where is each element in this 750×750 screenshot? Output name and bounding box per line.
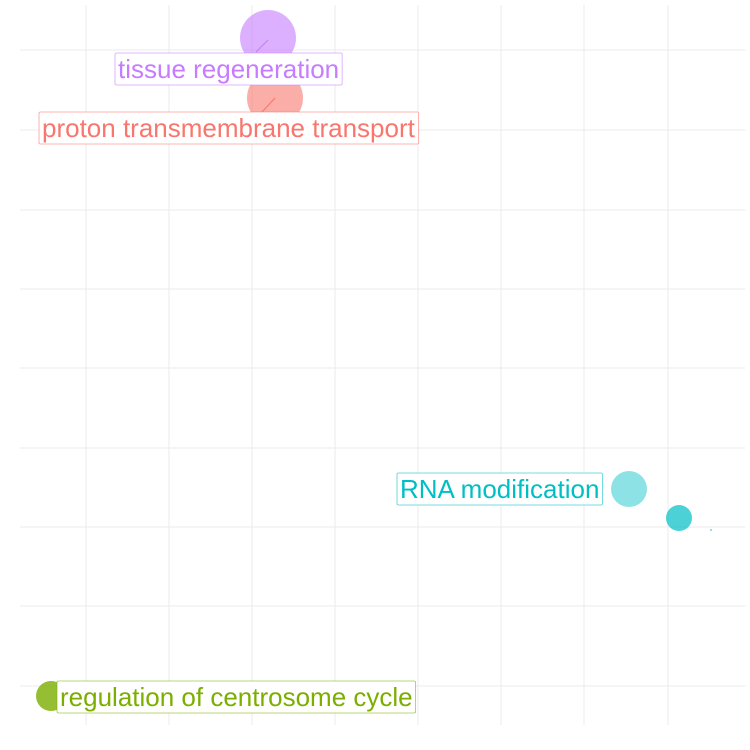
bubble-point — [666, 505, 692, 531]
label-tissue-regeneration: tissue regeneration — [114, 52, 343, 86]
label-text: RNA modification — [400, 474, 599, 504]
label-rna-modification: RNA modification — [396, 472, 603, 506]
bubble-point — [240, 10, 296, 66]
bubble-labels: tissue regeneration proton transmembrane… — [38, 52, 603, 714]
label-text: regulation of centrosome cycle — [60, 682, 413, 712]
label-text: tissue regeneration — [118, 54, 339, 84]
label-box — [38, 111, 420, 145]
label-regulation-of-centrosome-cycle: regulation of centrosome cycle — [56, 680, 417, 714]
label-box — [56, 680, 417, 714]
bubble-point — [710, 529, 712, 531]
label-text: proton transmembrane transport — [42, 113, 416, 143]
label-box — [396, 472, 603, 506]
label-proton-transmembrane-transport: proton transmembrane transport — [38, 111, 420, 145]
label-box — [114, 52, 343, 86]
bubble-point — [611, 471, 647, 507]
